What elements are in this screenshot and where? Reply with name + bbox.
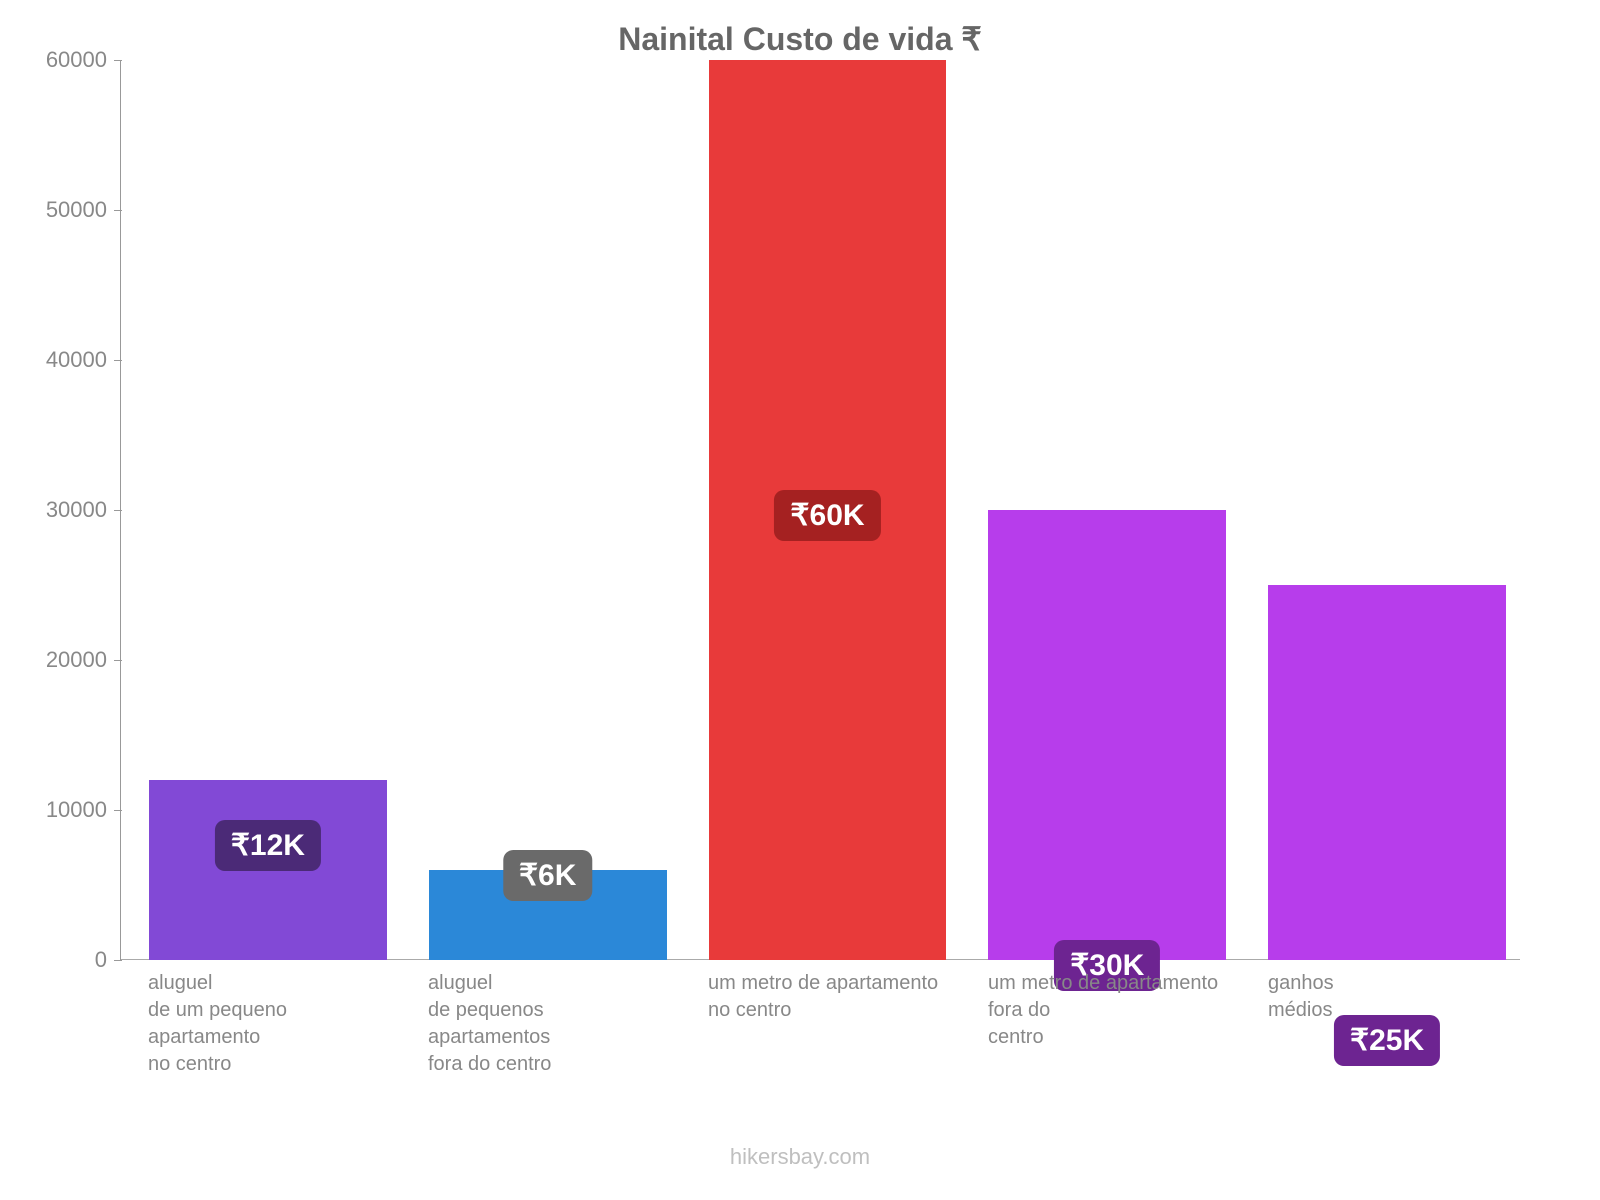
y-tick-label: 10000 — [46, 797, 121, 823]
bars-group: ₹12K ₹6K ₹60K ₹30K₹25K — [121, 60, 1520, 960]
plot-area: 0100002000030000400005000060000 ₹12K₹6K₹… — [120, 60, 1520, 960]
bar: ₹6K — [429, 870, 667, 960]
y-tick-label: 60000 — [46, 47, 121, 73]
x-tick-label: um metro de apartamento fora do centro — [988, 970, 1218, 1051]
chart-title: Nainital Custo de vida ₹ — [0, 20, 1600, 58]
y-tick-label: 30000 — [46, 497, 121, 523]
y-tick-label: 20000 — [46, 647, 121, 673]
footer-attribution: hikersbay.com — [0, 1144, 1600, 1170]
value-badge: ₹60K — [774, 490, 880, 541]
value-badge: ₹12K — [215, 820, 321, 871]
x-tick-label: aluguel de um pequeno apartamento no cen… — [148, 970, 287, 1078]
x-tick-label: ganhos médios — [1268, 970, 1334, 1024]
y-tick-label: 50000 — [46, 197, 121, 223]
value-badge: ₹25K — [1334, 1015, 1440, 1066]
bar: ₹25K — [1268, 585, 1506, 960]
x-tick-label: um metro de apartamento no centro — [708, 970, 938, 1024]
chart-container: Nainital Custo de vida ₹ 0 10000 20000 3000… — [0, 0, 1600, 1200]
y-tick-label: 0 — [95, 947, 121, 973]
bar: ₹12K — [149, 780, 387, 960]
bar: ₹30K — [988, 510, 1226, 960]
bar: ₹60K — [709, 60, 947, 960]
x-tick-label: aluguel de pequenos apartamentos fora do… — [428, 970, 551, 1078]
value-badge: ₹6K — [503, 850, 592, 901]
y-tick-label: 40000 — [46, 347, 121, 373]
